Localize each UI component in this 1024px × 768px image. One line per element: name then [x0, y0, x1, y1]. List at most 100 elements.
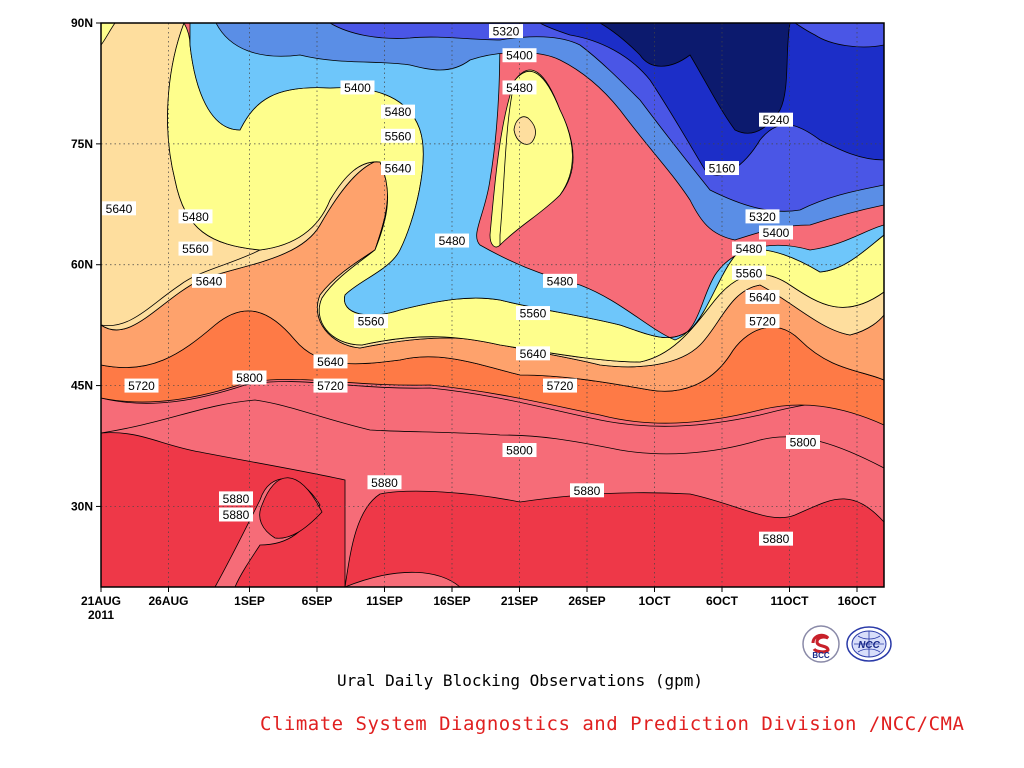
credit-line: Climate System Diagnostics and Predictio…	[260, 713, 965, 735]
contour-label: 5880	[219, 491, 253, 506]
contour-label: 5720	[124, 378, 159, 393]
contour-label: 5640	[192, 273, 226, 288]
contour-label: 5640	[102, 201, 136, 216]
contour-chart: 5320540054805400548055605640524051605640…	[71, 16, 885, 622]
contour-label-text: 5720	[749, 315, 776, 329]
axis-ticks: 21AUG 26AUG 1SEP 6SEP 11SEP 16SEP 21SEP 26SEP 1O…	[71, 16, 877, 622]
contour-label-text: 5400	[763, 226, 790, 240]
bcc-logo-icon: BCC	[802, 625, 840, 663]
contour-label: 5480	[502, 80, 537, 95]
contour-label-text: 5480	[736, 242, 763, 256]
x-year-label: 2011	[88, 608, 114, 622]
fill-5400-tongue-cut	[499, 70, 573, 246]
contour-label: 5400	[502, 48, 537, 63]
contour-label-text: 5640	[520, 347, 547, 361]
contour-label: 5560	[732, 265, 766, 280]
contour-label: 5480	[732, 241, 766, 256]
x-tick-label: 6OCT	[706, 594, 739, 608]
fill-5880-pocket2	[259, 477, 323, 539]
contour-label-text: 5480	[385, 105, 412, 119]
contour-label-text: 5800	[506, 444, 533, 458]
contour-label-text: 5720	[128, 379, 155, 393]
contour-label-text: 5880	[223, 508, 250, 522]
contour-label-text: 5640	[106, 202, 133, 216]
contour-label: 5720	[313, 378, 348, 393]
y-tick-label: 30N	[71, 499, 93, 513]
contour-label-text: 5720	[317, 379, 344, 393]
contour-label-text: 5880	[371, 476, 398, 490]
contour-label-text: 5560	[358, 315, 385, 329]
contour-label: 5880	[367, 475, 402, 490]
contour-label: 5560	[381, 128, 415, 143]
contour-label: 5720	[745, 314, 780, 329]
contour-label: 5400	[340, 80, 375, 95]
contour-label-text: 5560	[520, 307, 547, 321]
contour-label-text: 5560	[182, 242, 209, 256]
x-tick-label: 21SEP	[501, 594, 538, 608]
ncc-logo-icon: NCC	[846, 625, 892, 663]
x-tick-label: 1SEP	[234, 594, 265, 608]
contour-label: 5800	[502, 443, 537, 458]
x-tick-label: 21AUG	[81, 594, 121, 608]
contour-label: 5640	[516, 346, 550, 361]
contour-label-text: 5480	[182, 210, 209, 224]
contour-label: 5880	[219, 507, 253, 522]
y-tick-label: 45N	[71, 379, 93, 393]
contour-label-text: 5320	[749, 210, 776, 224]
plot-area	[100, 22, 885, 588]
x-tick-label: 11SEP	[366, 594, 403, 608]
grid-lines	[101, 23, 884, 587]
contour-label-text: 5880	[574, 484, 601, 498]
x-tick-label: 6SEP	[302, 594, 333, 608]
contour-label-text: 5720	[547, 379, 574, 393]
contour-label: 5880	[570, 483, 604, 498]
contour-label: 5800	[786, 434, 820, 449]
contour-label-text: 5480	[506, 81, 533, 95]
contour-label-text: 5880	[763, 532, 790, 546]
contour-label: 5320	[745, 209, 780, 224]
contour-label-text: 5640	[317, 355, 344, 369]
fill-5800-band	[100, 381, 885, 469]
ncc-logo-text: NCC	[858, 640, 880, 651]
plot-frame	[100, 22, 885, 588]
contour-label: 5240	[759, 112, 793, 127]
contour-label: 5880	[759, 531, 793, 546]
y-tick-label: 75N	[71, 137, 93, 151]
contour-label: 5720	[543, 378, 577, 393]
fill-5240-hole	[793, 22, 885, 48]
contour-label: 5800	[232, 370, 267, 385]
contour-label-text: 5640	[385, 162, 412, 176]
x-tick-label: 1OCT	[638, 594, 671, 608]
contour-label-text: 5320	[493, 25, 520, 39]
x-tick-label: 26SEP	[568, 594, 605, 608]
contour-label: 5560	[516, 306, 550, 321]
contour-label-text: 5160	[709, 162, 736, 176]
contour-label: 5480	[543, 273, 577, 288]
contour-label-text: 5240	[763, 113, 790, 127]
contour-label-text: 5880	[223, 492, 250, 506]
contour-label: 5480	[178, 209, 213, 224]
contour-label-text: 5800	[790, 435, 817, 449]
contour-label: 5560	[178, 241, 213, 256]
x-tick-label: 16OCT	[838, 594, 877, 608]
contour-label: 5480	[435, 233, 469, 248]
bcc-logo-text: BCC	[812, 651, 830, 660]
contour-label-text: 5640	[196, 274, 223, 288]
x-tick-label: 16SEP	[433, 594, 470, 608]
x-tick-label: 11OCT	[770, 594, 809, 608]
contour-label-text: 5560	[385, 129, 412, 143]
contour-label: 5640	[381, 161, 415, 176]
contour-label-text: 5400	[506, 49, 533, 63]
contour-label-text: 5640	[749, 290, 776, 304]
contour-label: 5400	[759, 225, 793, 240]
contour-label: 5640	[745, 289, 780, 304]
x-tick-label: 26AUG	[148, 594, 188, 608]
contour-label: 5480	[381, 104, 415, 119]
y-tick-label: 60N	[71, 258, 93, 272]
contour-labels: 5320540054805400548055605640524051605640…	[102, 24, 820, 546]
contour-label: 5160	[705, 161, 739, 176]
fill-5880-blob	[513, 116, 536, 145]
contour-label: 5560	[354, 314, 388, 329]
contour-label-text: 5800	[236, 371, 263, 385]
contour-label: 5320	[489, 24, 523, 39]
